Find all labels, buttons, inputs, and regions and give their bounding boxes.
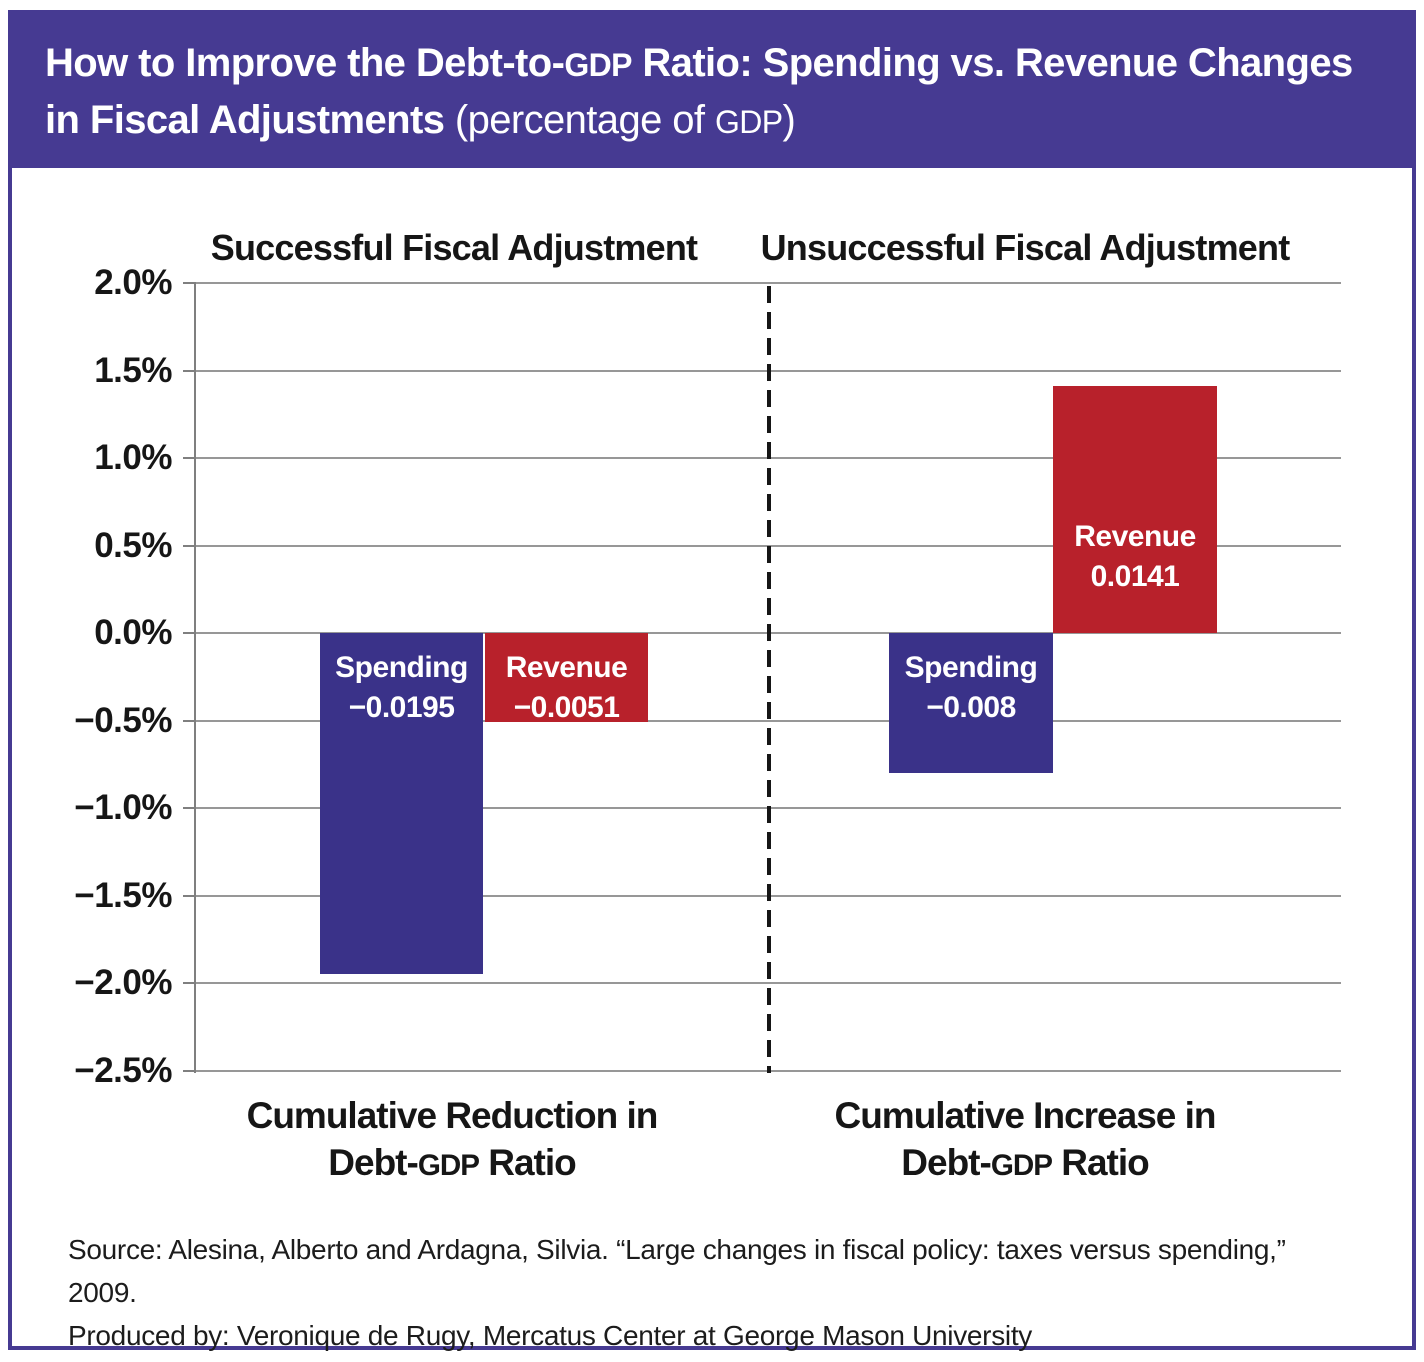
y-axis-label: −0.5%	[74, 701, 172, 740]
x-label-line2: Debt-GDP Ratio	[735, 1139, 1315, 1189]
bar-right-revenue	[1053, 386, 1217, 633]
y-axis-label: −2.5%	[74, 1051, 172, 1090]
title-text: Ratio: Spending vs. Revenue Changes	[631, 41, 1353, 85]
y-tick	[183, 632, 196, 634]
y-axis-label: −2.0%	[74, 963, 172, 1002]
panel-divider-dashed-line	[767, 286, 771, 1073]
y-tick	[183, 545, 196, 547]
bar-left-revenue	[485, 633, 648, 722]
bar-series-name: Spending	[904, 651, 1038, 684]
chart-title-line2: in Fiscal Adjustments (percentage of GDP…	[45, 93, 1396, 150]
title-text: How to Improve the Debt-to-	[45, 41, 565, 85]
y-axis-label: −1.5%	[74, 876, 172, 915]
title-subtext: (percentage of GDP)	[454, 98, 796, 142]
x-label-gdp-smallcaps: GDP	[990, 1149, 1053, 1182]
bar-value: −0.0195	[348, 691, 455, 724]
panel-header-successful: Successful Fiscal Adjustment	[210, 227, 698, 268]
y-axis-label: 0.0%	[94, 613, 172, 652]
x-label-line1: Cumulative Reduction in	[246, 1095, 659, 1136]
source-note: Source: Alesina, Alberto and Ardagna, Si…	[68, 1228, 1398, 1357]
title-text: in Fiscal Adjustments	[45, 98, 455, 142]
bar-right-spending	[889, 633, 1053, 773]
title-banner: How to Improve the Debt-to-GDP Ratio: Sp…	[8, 10, 1416, 168]
y-tick	[183, 982, 196, 984]
y-tick	[183, 807, 196, 809]
y-tick	[183, 1070, 196, 1072]
x-label-text: Debt-	[328, 1142, 419, 1183]
bar-value: 0.0141	[1090, 560, 1180, 593]
x-label-line2: Debt-GDP Ratio	[162, 1139, 742, 1189]
bar-label-right-spending: Spending −0.008	[889, 648, 1053, 728]
bar-series-name: Revenue	[505, 651, 628, 684]
y-tick	[183, 282, 196, 284]
x-category-label-right: Cumulative Increase in Debt-GDP Ratio	[735, 1092, 1315, 1189]
source-line2: 2009.	[68, 1277, 137, 1308]
y-tick	[183, 457, 196, 459]
y-axis-label: −1.0%	[74, 788, 172, 827]
source-line1: Source: Alesina, Alberto and Ardagna, Si…	[68, 1234, 1286, 1265]
bar-value: −0.0051	[513, 691, 620, 724]
x-label-gdp-smallcaps: GDP	[417, 1149, 480, 1182]
bar-value: −0.008	[926, 691, 1016, 724]
title-gdp-smallcaps: GDP	[564, 47, 632, 83]
y-tick	[183, 895, 196, 897]
y-axis-label: 0.5%	[94, 526, 172, 565]
bar-label-right-revenue: Revenue 0.0141	[1053, 517, 1217, 597]
bar-left-spending	[320, 633, 483, 974]
bar-series-name: Revenue	[1074, 520, 1196, 553]
y-tick	[183, 370, 196, 372]
panel-header-unsuccessful: Unsuccessful Fiscal Adjustment	[760, 227, 1291, 268]
y-axis-label: 2.0%	[94, 263, 172, 302]
bar-series-name: Spending	[335, 651, 468, 684]
y-axis-label: 1.0%	[94, 438, 172, 477]
title-text: (percentage of	[454, 98, 715, 142]
x-label-line1: Cumulative Increase in	[834, 1095, 1216, 1136]
chart-title-line1: How to Improve the Debt-to-GDP Ratio: Sp…	[45, 36, 1396, 93]
x-label-text: Debt-	[901, 1142, 992, 1183]
gridline-2.0	[196, 282, 1341, 284]
y-axis-label: 1.5%	[94, 351, 172, 390]
title-gdp-smallcaps: GDP	[714, 104, 783, 140]
x-label-text: Ratio	[478, 1142, 577, 1183]
figure-frame	[8, 10, 1416, 1350]
title-text: )	[782, 98, 796, 142]
bar-label-left-revenue: Revenue −0.0051	[485, 648, 648, 728]
y-axis-line	[194, 283, 196, 1073]
y-tick	[183, 720, 196, 722]
bar-label-left-spending: Spending −0.0195	[320, 648, 483, 728]
x-category-label-left: Cumulative Reduction in Debt-GDP Ratio	[162, 1092, 742, 1189]
x-label-text: Ratio	[1051, 1142, 1150, 1183]
source-line3: Produced by: Veronique de Rugy, Mercatus…	[68, 1320, 1033, 1351]
